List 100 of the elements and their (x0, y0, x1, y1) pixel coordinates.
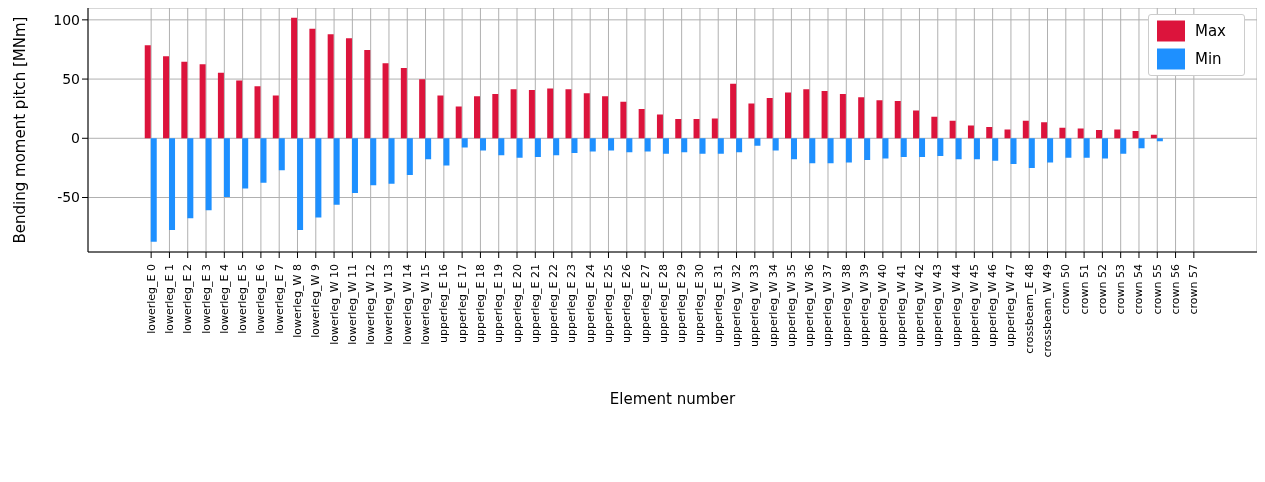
bar (217, 72, 224, 139)
x-tick-label: crown 56 (1169, 264, 1183, 315)
bar (967, 125, 974, 139)
x-tick-label: lowerleg_E 6 (254, 264, 268, 334)
x-tick-label: lowerleg_E 0 (144, 264, 158, 334)
bar (1101, 138, 1108, 159)
x-tick-label: upperleg_E 26 (620, 264, 634, 343)
x-tick-label: upperleg_W 40 (876, 264, 890, 347)
bar (1114, 129, 1121, 139)
x-tick-label: lowerleg_W 8 (290, 264, 304, 338)
bar (1120, 138, 1127, 154)
x-tick-label: upperleg_E 31 (711, 264, 725, 343)
bar (309, 28, 316, 139)
bar (291, 17, 298, 139)
x-tick-label: upperleg_E 22 (547, 264, 561, 343)
bar (858, 97, 865, 139)
x-tick-label: upperleg_W 44 (949, 264, 963, 347)
bar (534, 138, 541, 157)
bar (894, 101, 901, 139)
x-tick-label: lowerleg_E 4 (217, 264, 231, 334)
x-tick-label: upperleg_E 23 (565, 264, 579, 343)
bar (1083, 138, 1090, 158)
bar (382, 63, 389, 139)
bar (236, 80, 243, 139)
bar (169, 138, 176, 230)
bar (827, 138, 834, 164)
y-axis-title: Bending moment pitch [MNm] (11, 16, 30, 244)
x-tick-label: upperleg_W 47 (1004, 264, 1018, 347)
bar (388, 138, 395, 184)
legend-label: Min (1194, 49, 1222, 68)
x-tick-label: lowerleg_E 7 (272, 264, 286, 334)
x-tick-label: lowerleg_W 14 (400, 264, 414, 345)
x-tick-label: crown 54 (1132, 264, 1146, 315)
x-tick-label: lowerleg_E 1 (162, 264, 176, 334)
bar (187, 138, 194, 219)
x-tick-label: lowerleg_E 5 (236, 264, 250, 334)
bar (345, 38, 352, 139)
bar (900, 138, 907, 157)
bar (839, 93, 846, 139)
x-tick-label: crown 52 (1095, 264, 1109, 315)
x-tick-label: lowerleg_W 9 (309, 264, 323, 338)
bar (272, 95, 279, 139)
bar (955, 138, 962, 160)
x-tick-label: crossbeam_E 48 (1022, 264, 1036, 354)
bar (406, 138, 413, 176)
bar (973, 138, 980, 160)
bar (351, 138, 358, 194)
bar (150, 138, 157, 242)
bar (602, 96, 609, 139)
x-tick-label: upperleg_E 24 (583, 264, 597, 343)
bar (785, 92, 791, 139)
bar (333, 138, 340, 205)
x-tick-label: upperleg_E 18 (473, 264, 487, 343)
bar (400, 68, 407, 139)
bar (821, 90, 828, 139)
x-tick-label: upperleg_E 27 (638, 264, 652, 343)
y-tick-label: 100 (53, 11, 80, 28)
bar (297, 138, 304, 230)
bar (278, 138, 285, 171)
x-tick-label: upperleg_E 20 (510, 264, 524, 343)
bar (583, 93, 590, 139)
x-tick-label: lowerleg_W 10 (327, 264, 341, 345)
x-tick-label: upperleg_W 32 (730, 264, 744, 347)
bar (608, 138, 615, 151)
bar (620, 101, 627, 139)
bar (1059, 127, 1066, 139)
x-tick-label: upperleg_W 46 (986, 264, 1000, 347)
y-tick-label: 50 (62, 71, 80, 88)
bar (1010, 138, 1017, 164)
bar (772, 138, 779, 151)
bar (419, 79, 426, 139)
x-tick-label: lowerleg_W 11 (345, 264, 359, 345)
bar (913, 110, 920, 139)
bar (1132, 130, 1139, 139)
bar (1156, 138, 1163, 142)
x-tick-label: upperleg_W 34 (766, 264, 780, 347)
x-tick-label: upperleg_E 17 (455, 264, 469, 343)
x-tick-label: lowerleg_E 2 (181, 264, 195, 334)
bar (675, 119, 682, 139)
bar (864, 138, 871, 161)
bar (638, 108, 645, 139)
bar (717, 138, 724, 154)
bar (327, 34, 334, 139)
bar (492, 93, 499, 139)
bar (766, 97, 773, 139)
bar (681, 138, 688, 153)
bar (181, 61, 188, 139)
x-tick-label: crown 50 (1059, 264, 1073, 315)
bar (437, 95, 444, 139)
x-tick-label: upperleg_W 36 (803, 264, 817, 347)
x-tick-label: upperleg_E 21 (528, 264, 542, 343)
bar (693, 119, 700, 139)
x-tick-label: upperleg_W 42 (912, 264, 926, 347)
bar (809, 138, 816, 164)
bar (754, 138, 761, 146)
bar (260, 138, 267, 183)
bar (748, 103, 755, 139)
bar (370, 138, 377, 186)
x-tick-label: crown 55 (1150, 264, 1164, 315)
bar (1004, 129, 1011, 139)
